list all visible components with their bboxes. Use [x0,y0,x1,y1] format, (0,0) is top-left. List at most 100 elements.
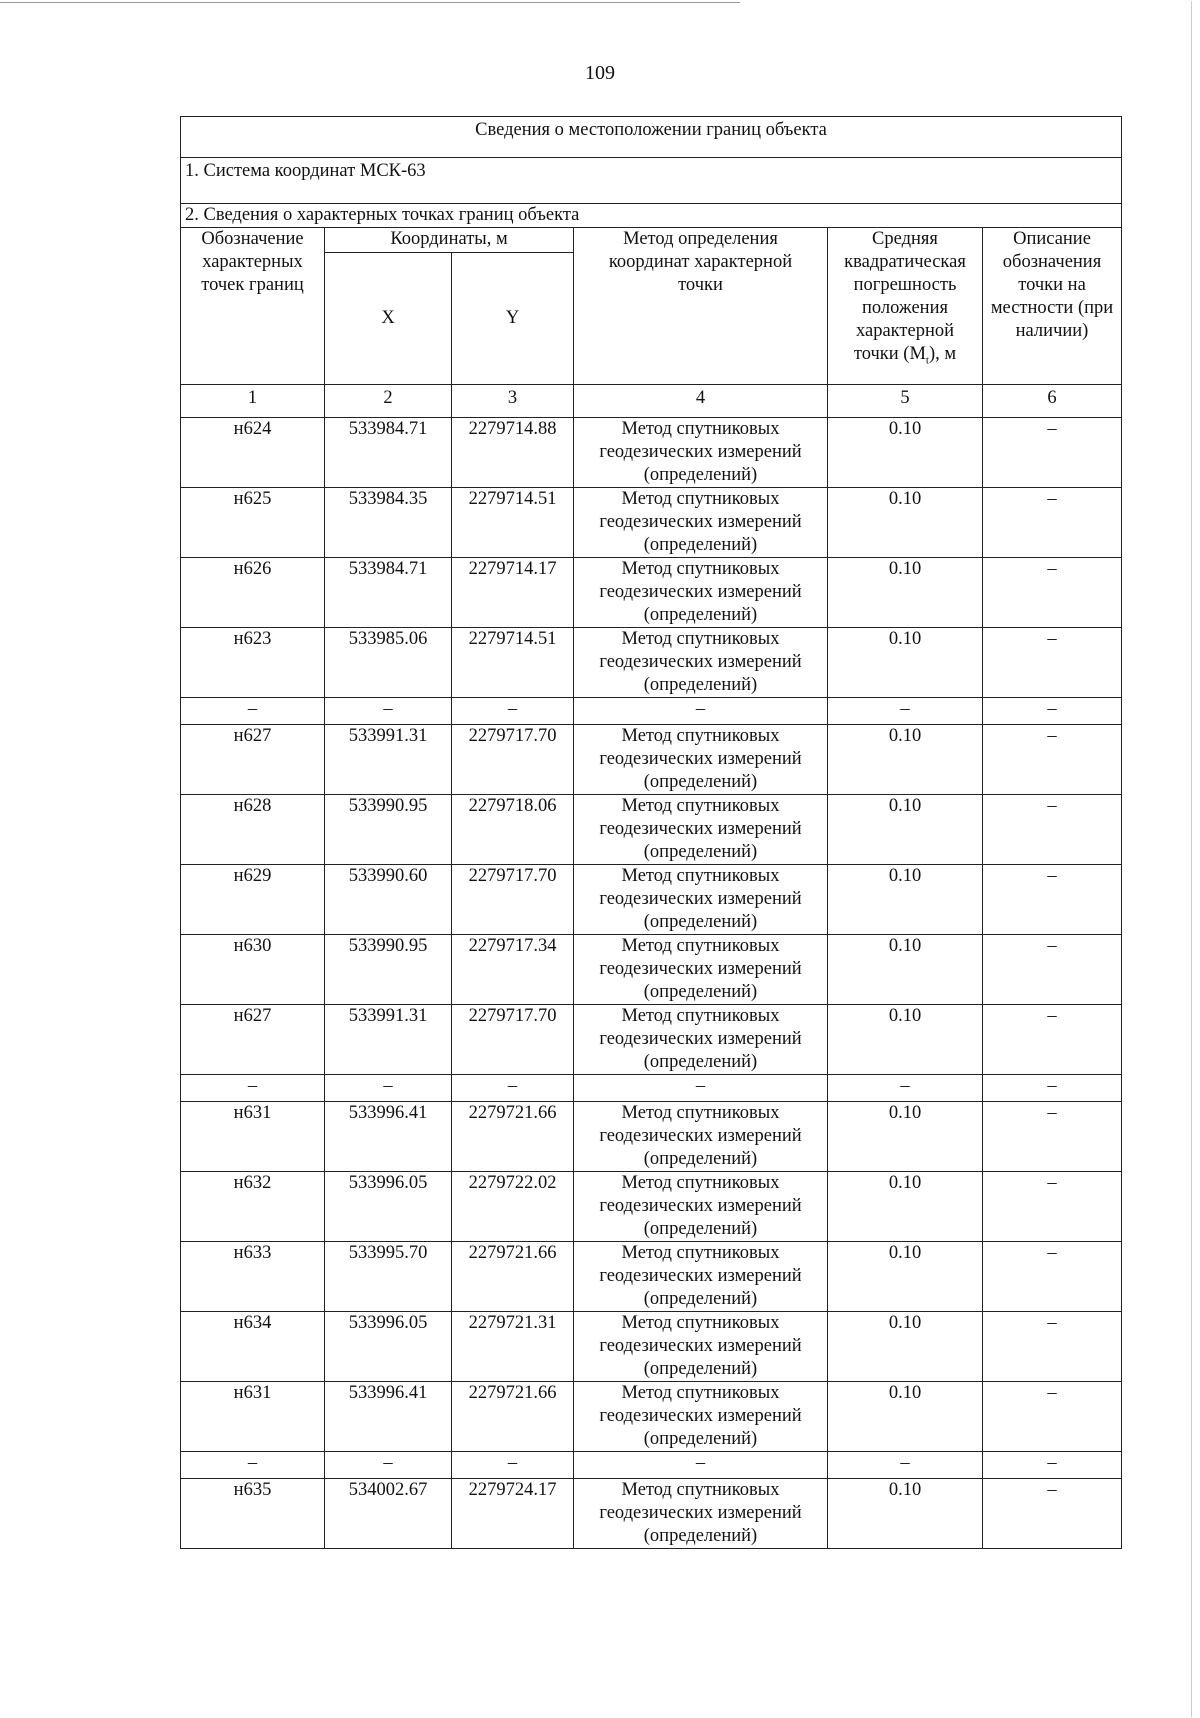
coordinate-x: 533991.31 [324,724,452,795]
method: Метод спутниковых геодезических измерени… [573,1101,828,1172]
header-method: Метод определения координат характерной … [573,227,828,385]
coordinate-x: 533996.41 [324,1101,452,1172]
point-description: – [981,697,1123,725]
header-row: Обозначение характерных точек границ Коо… [180,227,1123,385]
coordinate-system: 1. Система координат МСК-63 [179,157,1123,204]
coordinate-x: 533996.05 [324,1171,452,1242]
coordinate-y: 2279714.88 [451,417,574,488]
table-row: н630 533990.95 2279717.34 Метод спутниковых… [180,934,1123,1005]
mean-error: 0.10 [827,864,983,935]
coordinate-y: – [451,1451,574,1479]
mean-error: 0.10 [827,417,983,488]
coordinate-x: 533985.06 [324,627,452,698]
point-designation: н632 [180,1171,325,1242]
mean-error: 0.10 [827,487,983,558]
point-description: – [981,417,1123,488]
point-description: – [981,934,1123,1005]
point-description: – [981,794,1123,865]
column-number: 3 [451,384,574,418]
point-description: – [981,864,1123,935]
coordinate-x: 533984.71 [324,557,452,628]
mean-error: 0.10 [827,1004,983,1075]
coordinate-y: – [451,1074,574,1102]
point-description: – [981,487,1123,558]
coordinate-y: 2279717.70 [451,1004,574,1075]
coordinate-y: 2279717.70 [451,724,574,795]
method: Метод спутниковых геодезических измерени… [573,934,828,1005]
table-row: н633 533995.70 2279721.66 Метод спутниковых… [180,1241,1123,1312]
method: – [573,1451,828,1479]
table-row: н631 533996.41 2279721.66 Метод спутниковых… [180,1381,1123,1452]
coordinate-y: 2279724.17 [451,1478,574,1549]
table-row: н626 533984.71 2279714.17 Метод спутниковых… [180,557,1123,628]
point-description: – [981,1171,1123,1242]
table-title: Сведения о местоположении границ объекта [179,116,1123,158]
mean-error: 0.10 [827,1311,983,1382]
header-y: Y [451,252,574,385]
header-description: Описание обозначения точки на местности … [981,227,1123,385]
method: Метод спутниковых геодезических измерени… [573,487,828,558]
method: Метод спутниковых геодезических измерени… [573,1004,828,1075]
coordinate-y: 2279722.02 [451,1171,574,1242]
coordinate-y: – [451,697,574,725]
method: Метод спутниковых геодезических измерени… [573,1381,828,1452]
coordinate-x: 533984.35 [324,487,452,558]
coordinate-y: 2279717.70 [451,864,574,935]
boundary-points-table: Сведения о местоположении границ объекта… [179,116,1123,1549]
point-designation: – [180,697,325,725]
table-row: н632 533996.05 2279722.02 Метод спутниковых… [180,1171,1123,1242]
coordinate-x: 533990.60 [324,864,452,935]
table-row: н627 533991.31 2279717.70 Метод спутниковых… [180,724,1123,795]
table-row: н629 533990.60 2279717.70 Метод спутниковых… [180,864,1123,935]
point-designation: н627 [180,1004,325,1075]
point-description: – [981,1241,1123,1312]
coordinate-x: 533995.70 [324,1241,452,1312]
mean-error: 0.10 [827,1381,983,1452]
method: Метод спутниковых геодезических измерени… [573,794,828,865]
coordinate-x: 533996.05 [324,1311,452,1382]
header-x: X [324,252,452,385]
header-error: Средняя квадратическая погрешность полож… [827,227,983,385]
mean-error: – [827,697,983,725]
point-description: – [981,627,1123,698]
coordinate-x: – [324,1451,452,1479]
point-description: – [981,1381,1123,1452]
point-designation: н631 [180,1381,325,1452]
point-description: – [981,1074,1123,1102]
method: Метод спутниковых геодезических измерени… [573,864,828,935]
header-designation: Обозначение характерных точек границ [180,227,325,385]
column-number: 1 [180,384,325,418]
mean-error: 0.10 [827,1101,983,1172]
point-designation: н635 [180,1478,325,1549]
mean-error: 0.10 [827,934,983,1005]
point-designation: – [180,1451,325,1479]
point-designation: – [180,1074,325,1102]
separator-row: – – – – – – [180,1074,1123,1102]
method: Метод спутниковых геодезических измерени… [573,1241,828,1312]
column-number-row: 1 2 3 4 5 6 [180,384,1123,418]
coordinate-x: – [324,1074,452,1102]
coordinate-x: – [324,697,452,725]
coordinate-x: 533990.95 [324,934,452,1005]
mean-error: 0.10 [827,627,983,698]
coordinate-system-row: 1. Система координат МСК-63 [179,157,1123,204]
header-coordinates: Координаты, м [324,227,574,253]
mean-error: 0.10 [827,1171,983,1242]
column-number: 2 [324,384,452,418]
coordinate-x: 533984.71 [324,417,452,488]
separator-row: – – – – – – [180,697,1123,725]
point-designation: н627 [180,724,325,795]
method: Метод спутниковых геодезических измерени… [573,627,828,698]
mean-error: 0.10 [827,1241,983,1312]
coordinate-y: 2279717.34 [451,934,574,1005]
scan-edge-line [1191,1,1192,1717]
table-row: н628 533990.95 2279718.06 Метод спутниковых… [180,794,1123,865]
method: Метод спутниковых геодезических измерени… [573,417,828,488]
point-description: – [981,724,1123,795]
coordinate-x: 533990.95 [324,794,452,865]
point-designation: н634 [180,1311,325,1382]
table-row: н634 533996.05 2279721.31 Метод спутниковых… [180,1311,1123,1382]
point-designation: н629 [180,864,325,935]
table-row: н635 534002.67 2279724.17 Метод спутниковых… [180,1478,1123,1549]
point-description: – [981,1101,1123,1172]
